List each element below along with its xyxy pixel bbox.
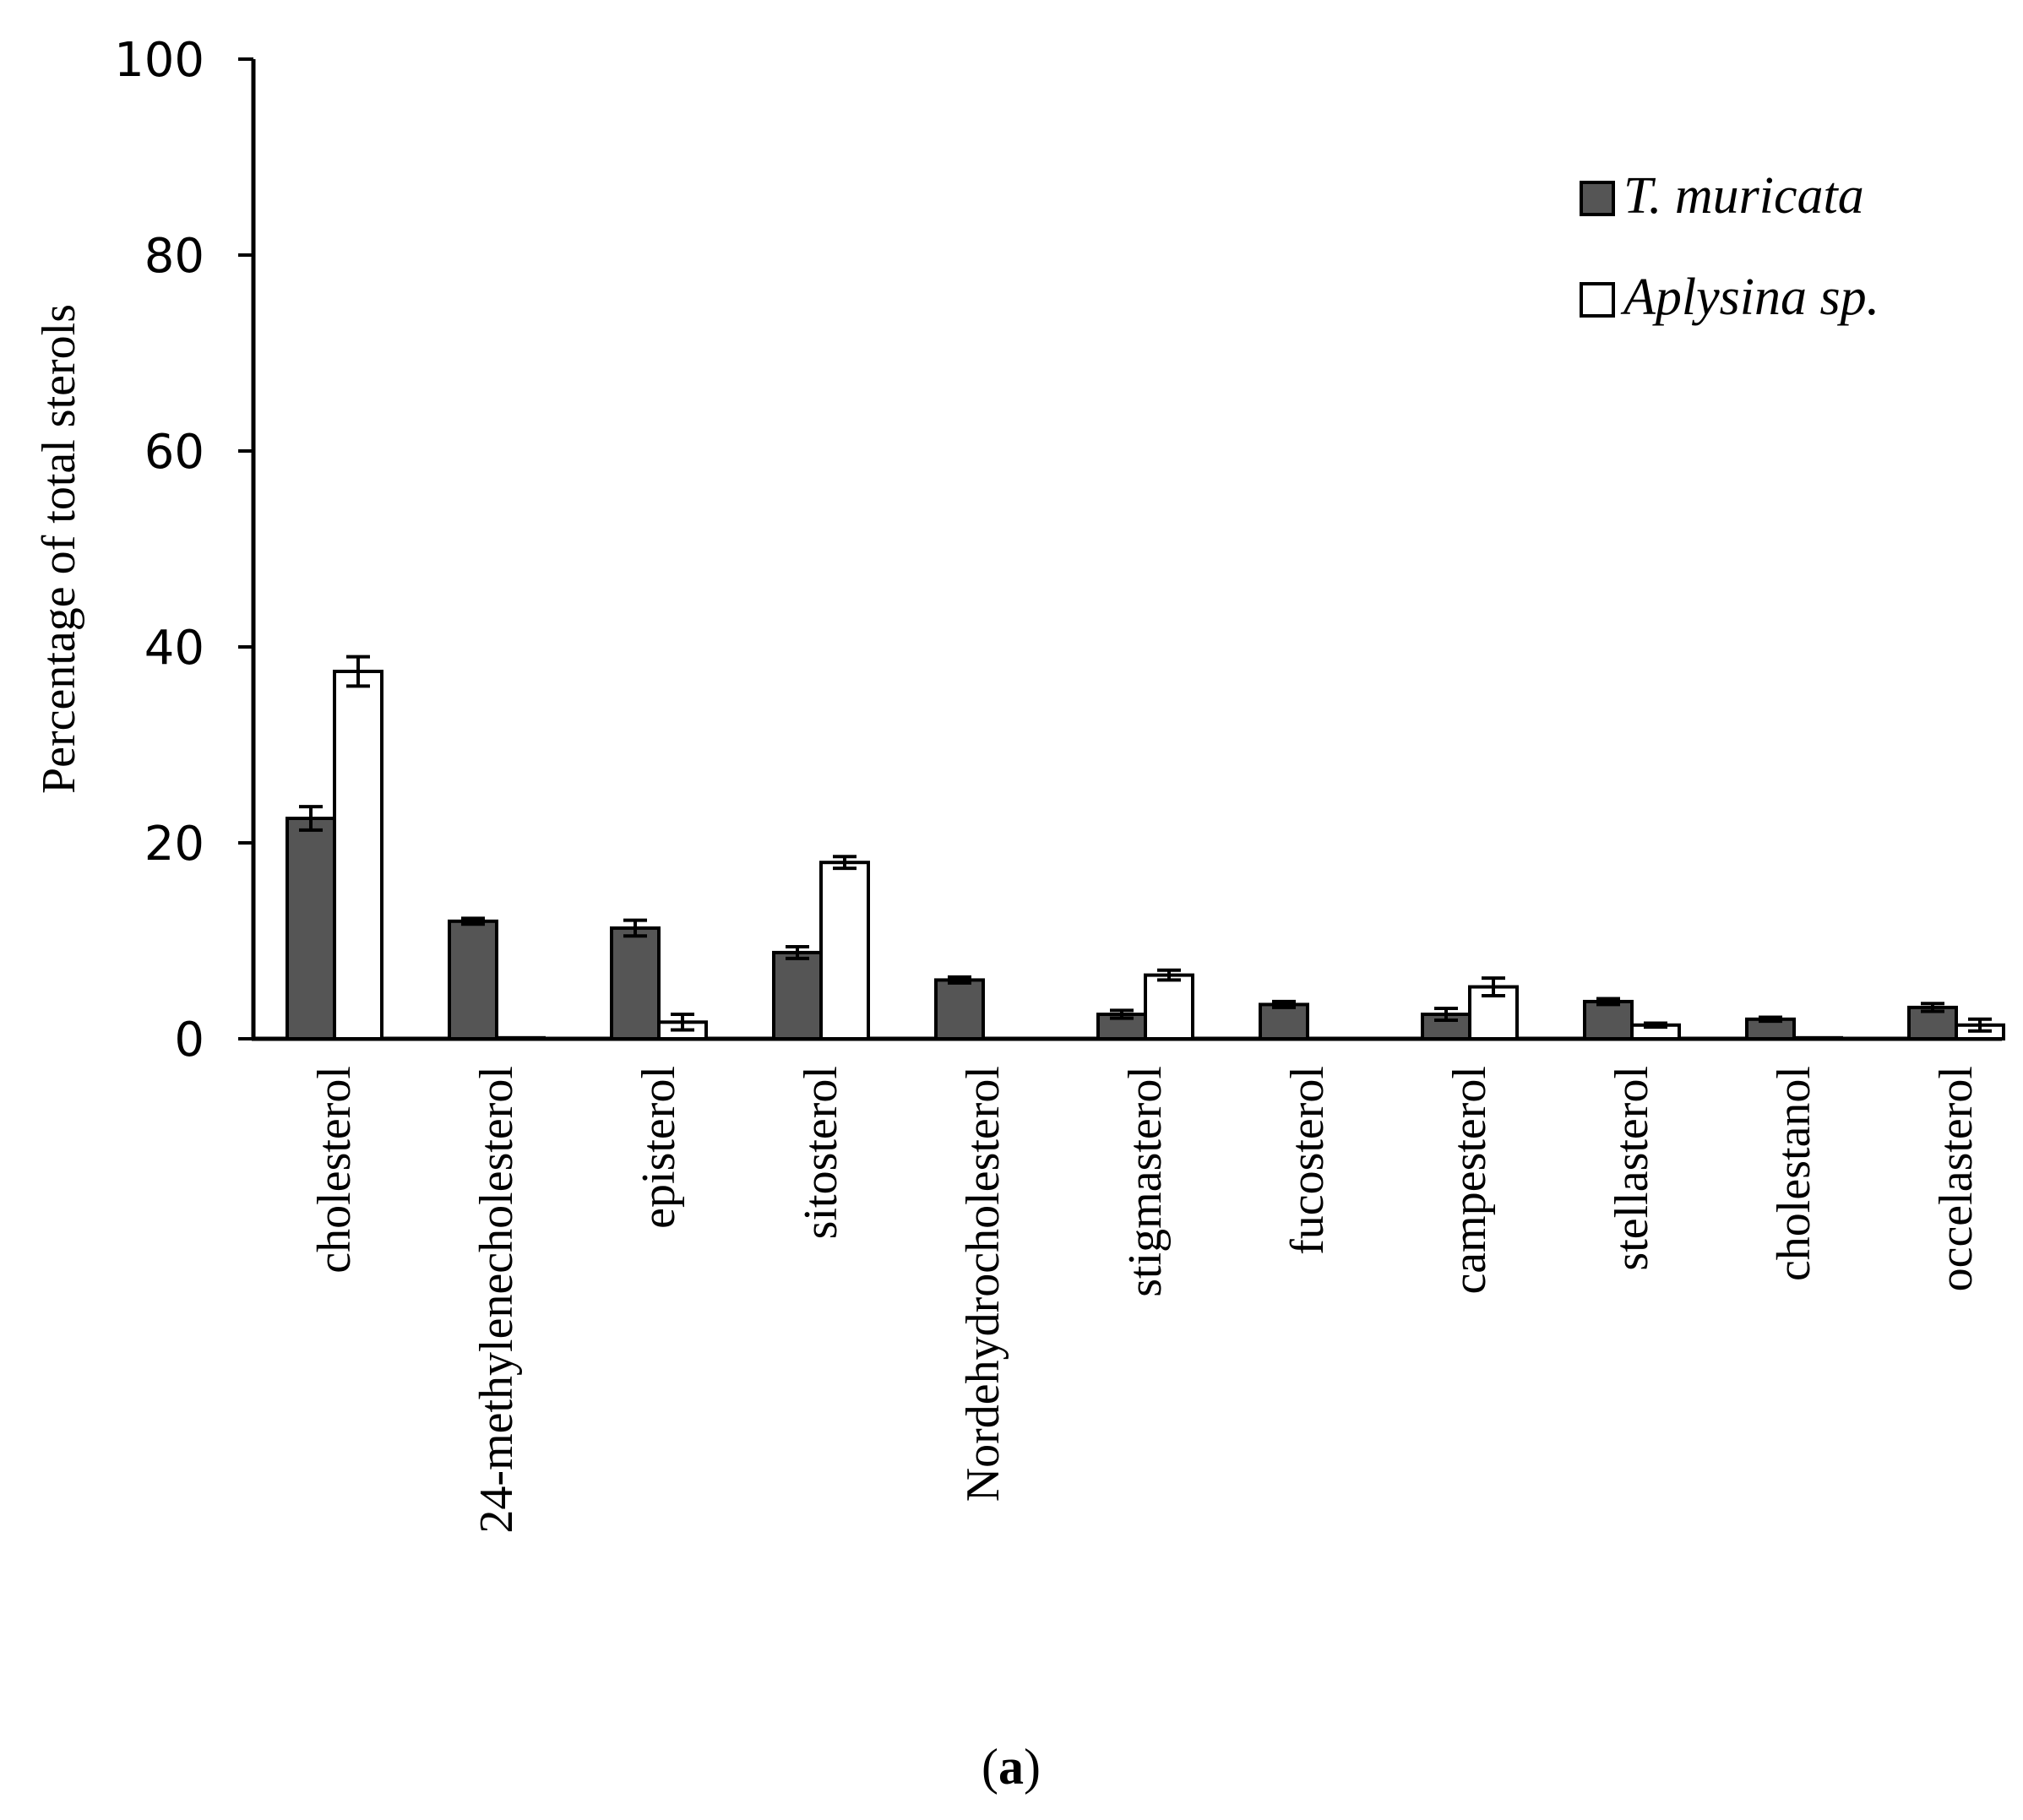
category-label-fucosterol: fucosterol — [1281, 1066, 1334, 1255]
error-bar-aplysina-sp-stigmasterol — [1157, 968, 1181, 982]
caption-letter: a — [998, 1739, 1024, 1795]
y-ticks: 0 20 40 60 80 100 — [114, 33, 253, 1068]
error-bar-t-muricata-cholestanol — [1759, 1015, 1782, 1024]
error-bar-t-muricata-stigmasterol — [1110, 1008, 1134, 1020]
error-bar-t-muricata-24-methylenecholesterol — [461, 916, 485, 926]
error-bar-t-muricata-campesterol — [1434, 1007, 1458, 1022]
figure-caption: (a) — [982, 1739, 1041, 1795]
error-bar-aplysina-sp-sitosterol — [833, 855, 857, 871]
category-label-cholesterol: cholesterol — [308, 1066, 361, 1274]
error-bar-t-muricata-stellasterol — [1596, 997, 1620, 1007]
bar-aplysina-sp-cholestanol — [1792, 1035, 1843, 1040]
error-bar-aplysina-sp-episterol — [671, 1013, 694, 1032]
category-label-stellasterol: stellasterol — [1606, 1066, 1658, 1271]
bar-t-muricata-fucosterol — [1259, 1002, 1309, 1041]
error-bar-t-muricata-cholesterol — [299, 805, 323, 832]
category-label-stigmasterol: stigmasterol — [1119, 1066, 1172, 1297]
legend-swatch-t-muricata — [1580, 181, 1615, 216]
bar-aplysina-sp-sitosterol — [819, 861, 870, 1041]
error-bar-aplysina-sp-stellasterol — [1644, 1021, 1667, 1030]
y-tick-label: 40 — [144, 621, 204, 676]
error-bar-aplysina-sp-cholesterol — [346, 655, 370, 688]
legend-label-t-muricata: T. muricata — [1623, 167, 1864, 225]
bar-aplysina-sp-cholesterol — [333, 670, 383, 1040]
error-bar-t-muricata-occelasterol — [1921, 1002, 1944, 1013]
error-bars — [299, 655, 1992, 1033]
bar-t-muricata-sitosterol — [772, 950, 823, 1041]
bar-t-muricata-nordehydrocholesterol — [934, 978, 985, 1041]
error-bar-t-muricata-sitosterol — [786, 944, 809, 960]
bars — [286, 670, 2005, 1041]
y-tick-label: 20 — [144, 817, 204, 872]
y-tick-label: 80 — [144, 229, 204, 284]
error-bar-t-muricata-nordehydrocholesterol — [948, 975, 971, 985]
category-label-episterol: episterol — [633, 1066, 685, 1229]
y-axis-label: Percentage of total sterols — [33, 304, 85, 794]
caption-open-paren: ( — [982, 1739, 998, 1795]
caption-close-paren: ) — [1024, 1739, 1041, 1795]
category-label-cholestanol: cholestanol — [1768, 1066, 1820, 1281]
category-label-nordehydrocholesterol: Nordehydrocholesterol — [957, 1066, 1009, 1502]
category-label-occelasterol: occelasterol — [1930, 1066, 1982, 1291]
bar-aplysina-sp-24-methylenecholesterol — [495, 1035, 546, 1040]
category-label-sitosterol: sitosterol — [795, 1066, 847, 1239]
y-tick-label: 100 — [114, 33, 204, 88]
legend-swatch-aplysina-sp — [1580, 282, 1615, 318]
bar-t-muricata-24-methylenecholesterol — [448, 919, 498, 1041]
y-tick-label: 0 — [174, 1013, 204, 1068]
error-bar-aplysina-sp-occelasterol — [1968, 1017, 1992, 1033]
bar-aplysina-sp-stigmasterol — [1144, 973, 1194, 1040]
category-label-24-methylenecholesterol: 24-methylenecholesterol — [470, 1066, 523, 1534]
bar-t-muricata-cholesterol — [286, 817, 336, 1040]
error-bar-t-muricata-episterol — [623, 918, 647, 938]
legend: T. muricata Aplysina sp. — [1580, 167, 1879, 326]
category-label-campesterol: campesterol — [1444, 1066, 1496, 1295]
category-labels: cholesterol 24-methylenecholesterol episte… — [308, 1066, 1982, 1534]
y-tick-label: 60 — [144, 425, 204, 480]
bar-t-muricata-episterol — [610, 926, 661, 1041]
bar-t-muricata-stellasterol — [1583, 999, 1634, 1041]
error-bar-aplysina-sp-campesterol — [1482, 976, 1505, 997]
error-bar-t-muricata-fucosterol — [1272, 999, 1296, 1009]
legend-label-aplysina-sp: Aplysina sp. — [1620, 269, 1879, 326]
